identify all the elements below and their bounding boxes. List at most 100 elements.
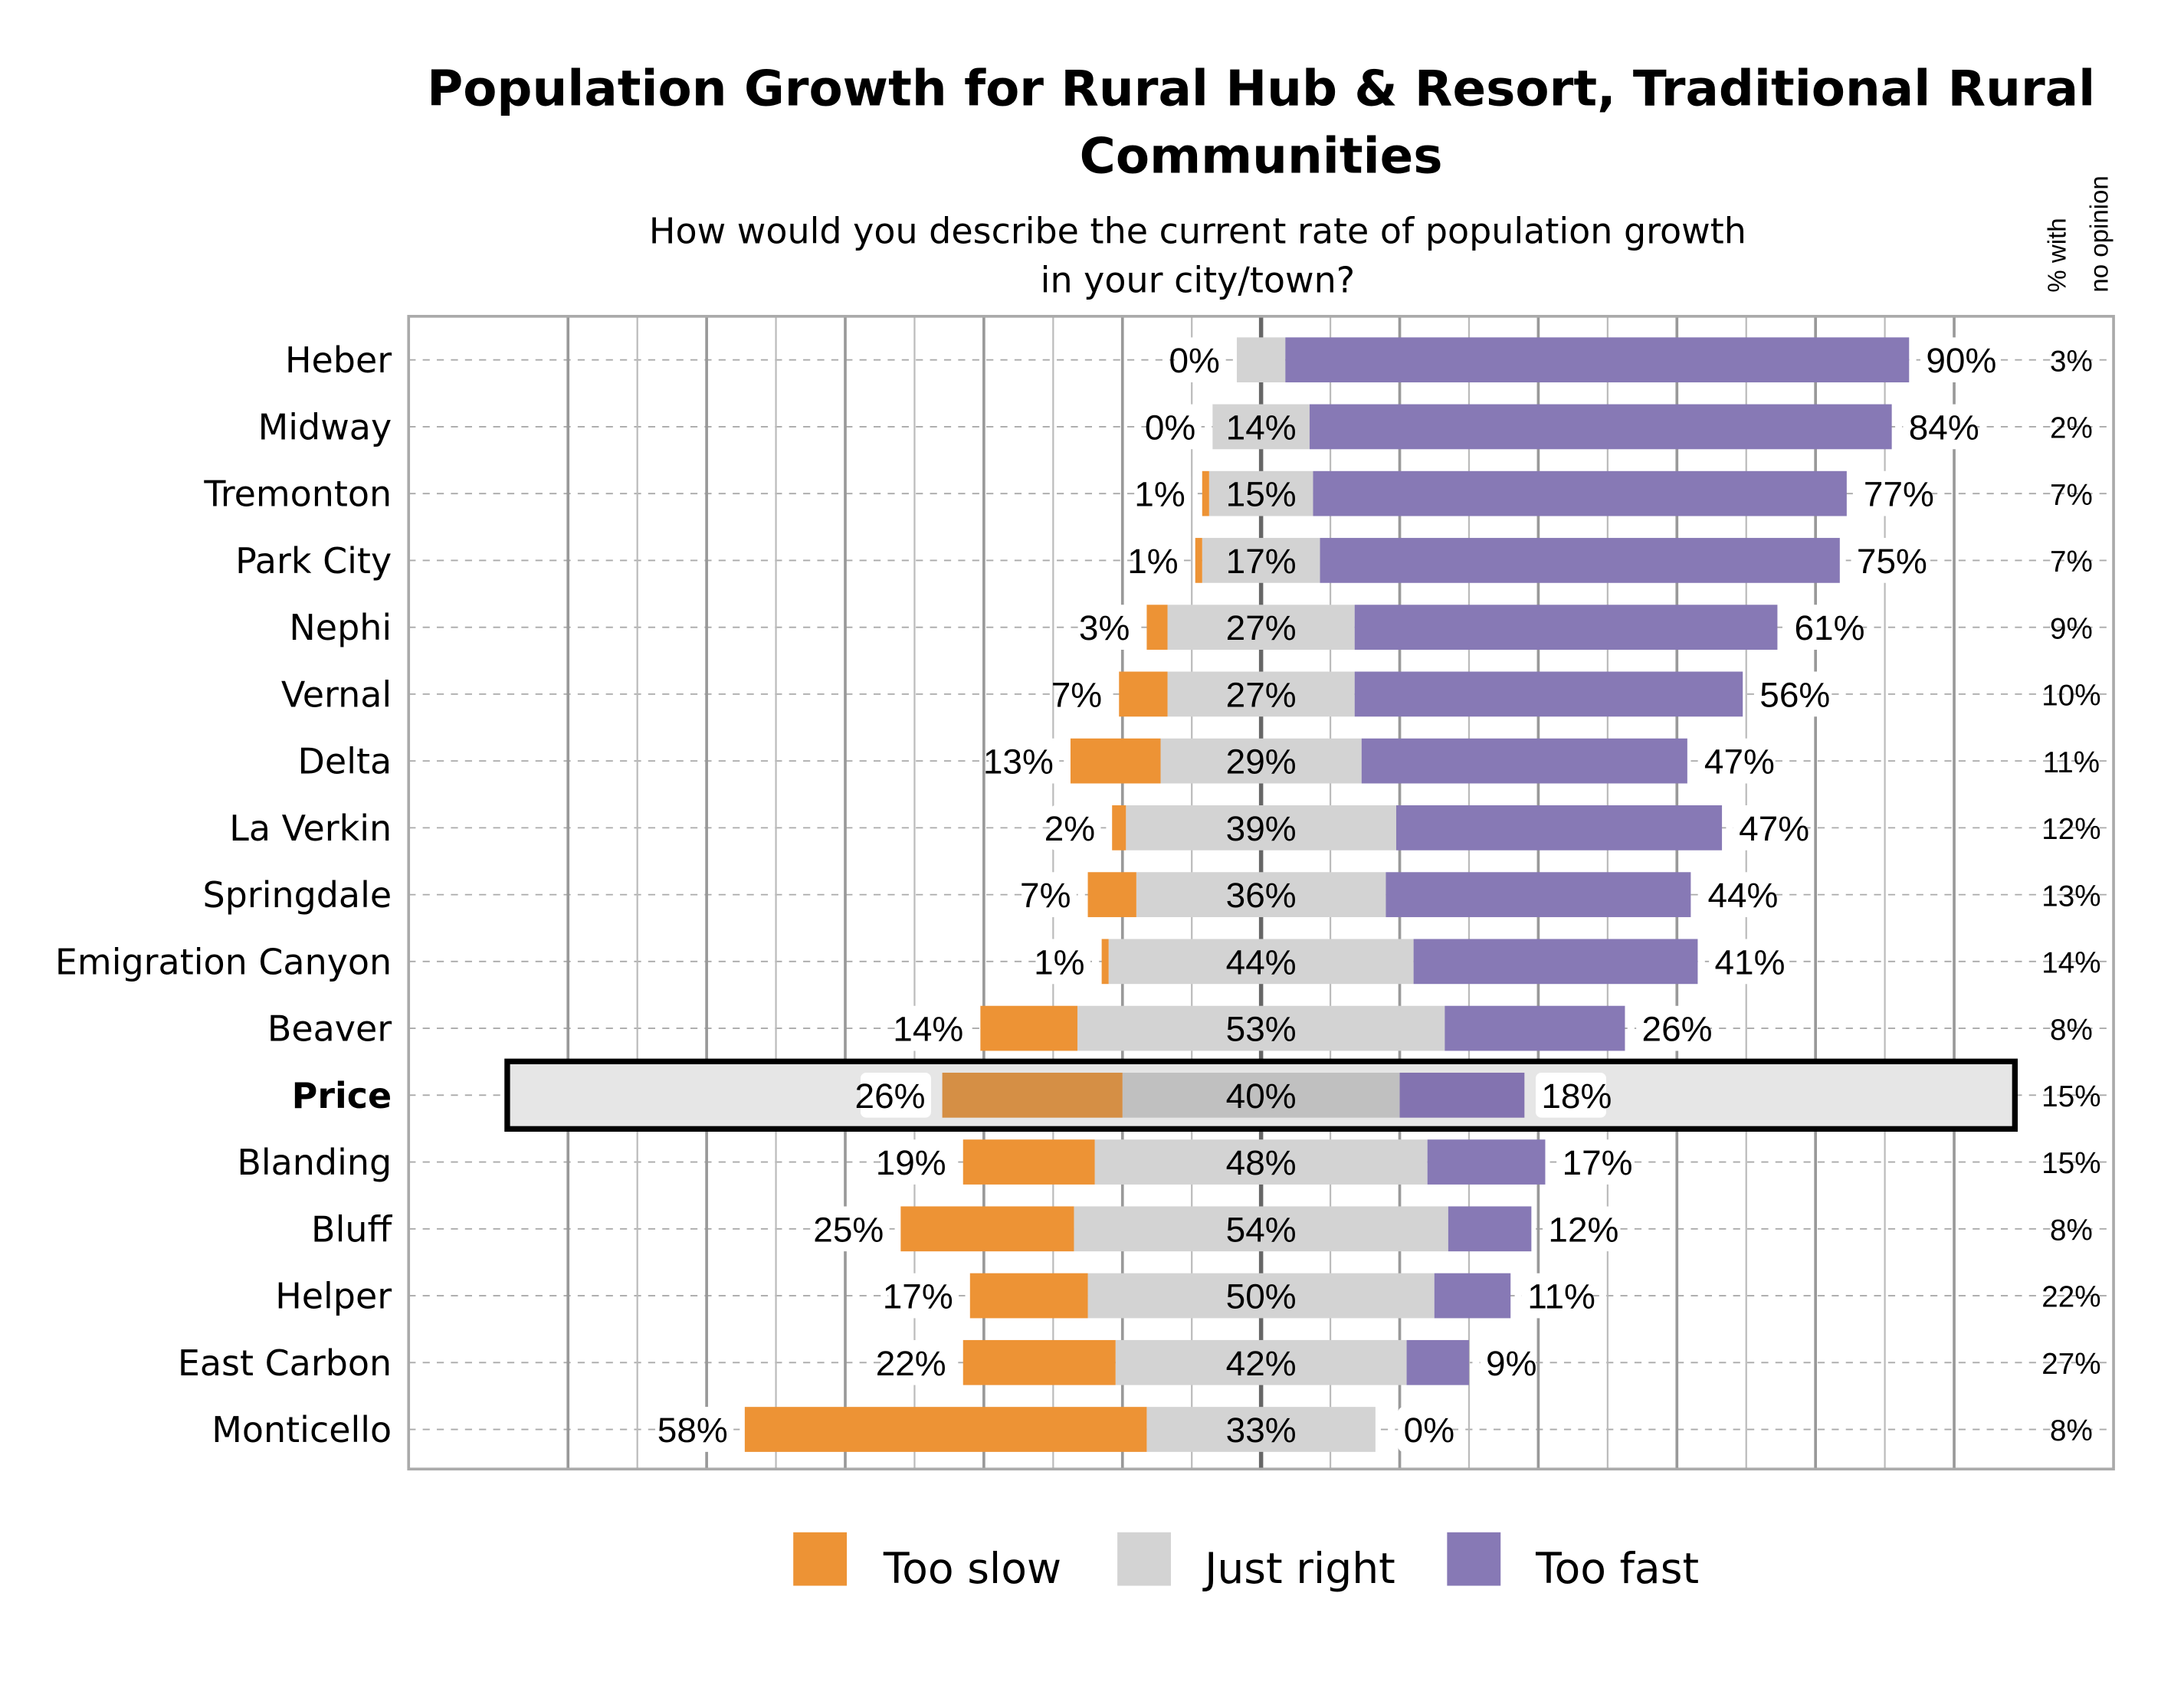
label-just-right: 17% bbox=[1226, 541, 1297, 581]
label-too-fast: 41% bbox=[1714, 942, 1785, 982]
label-too-fast: 84% bbox=[1909, 407, 1979, 447]
label-too-fast-bg bbox=[1733, 805, 1804, 850]
label-too-slow-bg bbox=[1039, 939, 1090, 985]
label-too-slow: 26% bbox=[855, 1076, 926, 1116]
svg-text:% with: % with bbox=[2044, 218, 2072, 292]
label-too-slow: 1% bbox=[1034, 942, 1084, 982]
label-too-fast: 90% bbox=[1926, 340, 1996, 380]
label-too-slow-bg bbox=[1133, 538, 1185, 583]
label-too-slow: 2% bbox=[1044, 808, 1095, 848]
label-too-slow-bg bbox=[663, 1407, 734, 1452]
label-too-fast-bg bbox=[1698, 738, 1769, 784]
label-just-right: 33% bbox=[1226, 1410, 1297, 1450]
label-too-fast-bg bbox=[1702, 872, 1773, 917]
bar-just-right bbox=[1202, 538, 1320, 583]
legend-label: Too slow bbox=[883, 1544, 1061, 1593]
label-no-opinion: 8% bbox=[2050, 1214, 2093, 1247]
bar-just-right bbox=[1167, 605, 1355, 651]
label-no-opinion: 10% bbox=[2041, 680, 2100, 713]
legend-swatch bbox=[1117, 1532, 1171, 1586]
label-too-fast-bg bbox=[1851, 538, 1922, 583]
bar-too-slow bbox=[1146, 605, 1168, 651]
label-too-slow-bg bbox=[818, 1206, 890, 1252]
label-too-slow: 0% bbox=[1169, 340, 1219, 380]
label-too-fast: 26% bbox=[1642, 1009, 1713, 1049]
bar-just-right bbox=[1212, 404, 1310, 450]
bar-too-fast bbox=[1354, 605, 1778, 651]
bar-too-fast bbox=[1434, 1273, 1511, 1319]
legend-swatch bbox=[793, 1532, 848, 1586]
label-too-fast: 11% bbox=[1527, 1277, 1595, 1316]
label-too-fast-bg bbox=[1556, 1139, 1628, 1185]
legend: Too slow Just right Too fast bbox=[793, 1532, 1699, 1593]
label-too-slow: 0% bbox=[1145, 407, 1195, 447]
bar-too-slow bbox=[1195, 538, 1202, 583]
label-too-slow-bg bbox=[1175, 337, 1226, 383]
label-just-right: 14% bbox=[1226, 407, 1297, 447]
label-too-slow-bg bbox=[881, 1339, 953, 1385]
legend-label: Just right bbox=[1202, 1544, 1395, 1593]
label-too-slow: 22% bbox=[876, 1343, 946, 1383]
bar-too-fast bbox=[1399, 1072, 1525, 1118]
label-too-fast: 9% bbox=[1486, 1343, 1536, 1383]
label-too-slow-bg bbox=[898, 1005, 969, 1051]
label-too-fast: 12% bbox=[1548, 1209, 1618, 1249]
label-no-opinion: 15% bbox=[2041, 1147, 2100, 1180]
bar-too-fast bbox=[1320, 538, 1840, 583]
bar-just-right bbox=[1126, 805, 1397, 850]
bars: Heber 0% 90% 3%Midway 0% 14% 84% 2%Tremonton 1% 1… bbox=[55, 337, 2101, 1452]
bar-too-fast bbox=[1385, 872, 1691, 917]
label-too-slow: 1% bbox=[1127, 541, 1178, 581]
label-no-opinion: 12% bbox=[2041, 813, 2100, 846]
category-label: Helper bbox=[275, 1276, 392, 1317]
bar-just-right bbox=[1146, 1407, 1376, 1452]
bar-too-slow bbox=[942, 1072, 1123, 1118]
label-too-fast-bg bbox=[1753, 671, 1825, 717]
label-too-fast-bg bbox=[1521, 1273, 1592, 1319]
bar-too-fast bbox=[1396, 805, 1723, 850]
bar-just-right bbox=[1108, 939, 1414, 985]
bar-too-slow bbox=[962, 1139, 1095, 1185]
bar-too-fast bbox=[1427, 1139, 1546, 1185]
label-too-fast: 61% bbox=[1794, 608, 1864, 647]
label-just-right: 40% bbox=[1226, 1076, 1297, 1116]
label-too-slow-bg bbox=[1150, 404, 1202, 450]
label-too-fast-bg bbox=[1903, 404, 1974, 450]
label-too-fast: 0% bbox=[1404, 1410, 1454, 1450]
bar-just-right bbox=[1077, 1005, 1445, 1051]
label-no-opinion: 8% bbox=[2050, 1414, 2093, 1447]
label-too-fast: 75% bbox=[1857, 541, 1927, 581]
label-too-fast: 47% bbox=[1704, 742, 1775, 782]
bar-just-right bbox=[1136, 872, 1386, 917]
bar-too-slow bbox=[1119, 671, 1168, 717]
label-too-slow: 7% bbox=[1051, 674, 1102, 714]
bar-too-fast bbox=[1445, 1005, 1625, 1051]
chart-subtitle-line2: in your city/town? bbox=[1041, 260, 1355, 301]
label-just-right: 27% bbox=[1226, 674, 1297, 714]
label-too-slow-bg bbox=[1057, 671, 1108, 717]
no-opinion-header: % with no opinion bbox=[2044, 175, 2114, 292]
category-label: La Verkin bbox=[229, 808, 392, 849]
label-no-opinion: 2% bbox=[2050, 412, 2093, 445]
bar-just-right bbox=[1094, 1139, 1428, 1185]
category-label: Delta bbox=[298, 741, 392, 782]
bar-too-slow bbox=[1070, 738, 1161, 784]
bar-just-right bbox=[1236, 337, 1286, 383]
label-too-fast: 77% bbox=[1864, 474, 1934, 514]
bar-too-slow bbox=[962, 1339, 1116, 1385]
label-too-slow: 7% bbox=[1020, 875, 1071, 915]
label-just-right: 39% bbox=[1226, 808, 1297, 848]
label-too-fast: 18% bbox=[1541, 1076, 1612, 1116]
bar-too-slow bbox=[1101, 939, 1109, 985]
bar-too-fast bbox=[1361, 738, 1687, 784]
label-too-slow: 17% bbox=[883, 1277, 953, 1316]
label-no-opinion: 3% bbox=[2050, 345, 2093, 378]
bar-just-right bbox=[1208, 470, 1313, 516]
label-too-fast-bg bbox=[1920, 337, 1991, 383]
category-label: Nephi bbox=[289, 607, 392, 648]
bar-too-slow bbox=[969, 1273, 1088, 1319]
label-no-opinion: 13% bbox=[2041, 880, 2100, 913]
label-too-slow-bg bbox=[1025, 872, 1077, 917]
label-no-opinion: 27% bbox=[2041, 1348, 2100, 1381]
bar-just-right bbox=[1160, 738, 1362, 784]
